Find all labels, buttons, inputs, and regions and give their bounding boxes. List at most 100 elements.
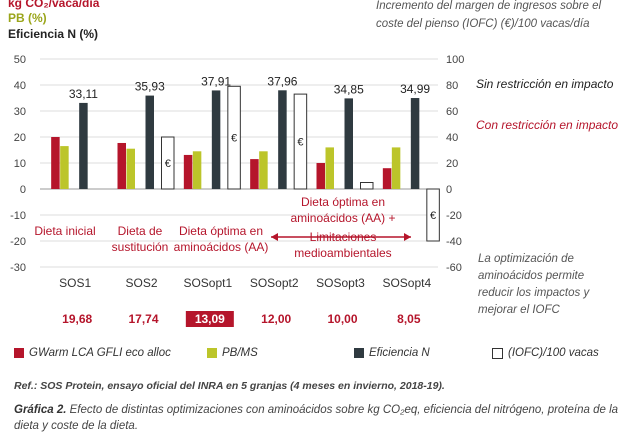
y-left-tick-label: 40: [14, 80, 26, 92]
y-right-tick-label: 20: [446, 158, 458, 170]
y-left-tick-label: -30: [10, 262, 26, 274]
bar-eficiencia-n: [211, 90, 221, 189]
gwarm-value-highlight: [185, 311, 234, 327]
eficiencia-data-label: 34,85: [334, 82, 364, 96]
annotation-arrow-head-left: [271, 233, 278, 241]
y-left-tick-label: 10: [14, 158, 26, 170]
bar-iofc: [293, 93, 308, 190]
y-right-tick-label: 100: [446, 54, 464, 66]
bar-pb-ms: [192, 151, 202, 189]
annotation-dieta-optima: aminoácidos (AA): [174, 240, 269, 254]
legend-pb-label: PB/MS: [222, 347, 258, 359]
gwarm-value-label: 12,00: [261, 312, 291, 326]
bar-pb-ms: [325, 147, 334, 189]
figure-caption: Gráfica 2. Efecto de distintas optimizac…: [14, 402, 629, 434]
eficiencia-data-label: 35,93: [135, 80, 165, 94]
iofc-euro-symbol: €: [231, 133, 237, 145]
iofc-euro-symbol: €: [430, 210, 436, 222]
legend-swatch-outline: [492, 347, 503, 359]
legend-swatch-dark: [354, 348, 364, 358]
bar-pb-ms: [60, 146, 69, 189]
bar-eficiencia-n: [344, 98, 353, 189]
y-left-tick-label: 20: [14, 132, 26, 144]
annotation-dieta-sustitucion: sustitución: [112, 240, 169, 254]
eficiencia-data-label: 33,11: [69, 87, 98, 101]
bar-iofc: [161, 136, 175, 190]
y-right-tick-label: 40: [446, 132, 458, 144]
gwarm-value-label: 10,00: [327, 312, 357, 326]
x-category-label: SOSopt3: [316, 276, 365, 290]
bar-iofc: [227, 85, 241, 190]
bar-gwarm-lca-gfli-eco-alloc: [51, 137, 60, 189]
legend-efic: Eficiencia N: [354, 347, 430, 359]
annotation-dieta-aa-limitaciones: Dieta óptima en: [301, 195, 385, 209]
legend-pb: PB/MS: [207, 347, 258, 359]
gwarm-value-label: 8,05: [397, 312, 421, 326]
bar-gwarm-lca-gfli-eco-alloc: [183, 154, 193, 189]
bar-gwarm-lca-gfli-eco-alloc: [382, 168, 392, 189]
bar-pb-ms: [391, 147, 401, 189]
bar-eficiencia-n: [145, 95, 154, 189]
x-category-label: SOS2: [125, 276, 157, 290]
bar-gwarm-lca-gfli-eco-alloc: [117, 142, 126, 189]
x-category-label: SOSopt2: [250, 276, 299, 290]
header-pb: PB (%): [8, 11, 47, 25]
y-right-tick-label: 60: [446, 106, 458, 118]
header-iofc-line1: Incremento del margen de ingresos sobre …: [376, 0, 602, 12]
y-left-tick-label: 0: [20, 184, 26, 196]
iofc-euro-symbol: €: [165, 158, 171, 170]
gwarm-value-label: 19,68: [62, 312, 92, 326]
bar-iofc: [360, 182, 374, 190]
eficiencia-data-label: 37,96: [267, 74, 297, 88]
legend-gwarm: GWarm LCA GFLI eco alloc: [14, 347, 171, 359]
legend-iofc: (IOFC)/100 vacas: [492, 347, 599, 359]
note-optimizacion: La optimización de aminoácidos permite r…: [478, 253, 590, 316]
gwarm-value-label: 13,09: [195, 312, 225, 326]
y-left-tick-label: -10: [10, 210, 26, 222]
header-eficiencia: Eficiencia N (%): [8, 27, 99, 41]
eficiencia-data-label: 37,91: [201, 74, 231, 88]
caption-text: Efecto de distintas optimizaciones con a…: [14, 404, 619, 432]
x-category-label: SOSopt1: [183, 276, 232, 290]
annotation-dieta-aa-limitaciones: medioambientales: [294, 246, 391, 260]
y-right-tick-label: 80: [446, 80, 458, 92]
bar-eficiencia-n: [410, 98, 420, 189]
y-left-tick-label: 50: [14, 54, 26, 66]
gwarm-value-label: 17,74: [128, 312, 158, 326]
y-right-tick-label: 0: [446, 184, 452, 196]
bar-gwarm-lca-gfli-eco-alloc: [316, 163, 325, 189]
legend-iofc-label: (IOFC)/100 vacas: [508, 347, 599, 359]
y-right-tick-label: -60: [446, 262, 462, 274]
legend-efic-label: Eficiencia N: [369, 347, 430, 359]
x-category-label: SOS1: [59, 276, 91, 290]
y-left-tick-label: -20: [10, 236, 26, 248]
bar-eficiencia-n: [79, 102, 88, 189]
note-con-restriccion: Con restricción en impacto: [476, 118, 619, 132]
y-left-tick-label: 30: [14, 106, 26, 118]
y-right-tick-label: -40: [446, 236, 462, 248]
bar-iofc: [426, 188, 440, 242]
iofc-euro-symbol: €: [297, 137, 303, 149]
reference-text: Ref.: SOS Protein, ensayo oficial del IN…: [14, 380, 445, 392]
header-kgco2: kg CO₂/vaca/día: [8, 0, 100, 10]
bar-eficiencia-n: [278, 90, 287, 189]
bar-chart: 50 100 40 80 30 60 20 40 10 20 0 0 -10 -20 -20 -40 -30 -6…: [10, 54, 464, 327]
caption-label: Gráfica 2.: [14, 404, 67, 416]
bar-pb-ms: [259, 151, 268, 189]
annotation-dieta-sustitucion: Dieta de: [118, 224, 163, 238]
legend-swatch-olive: [207, 348, 217, 358]
note-sin-restriccion: Sin restricción en impacto: [476, 77, 614, 91]
legend-gwarm-label: GWarm LCA GFLI eco alloc: [29, 347, 171, 359]
header-iofc-line2: coste del pienso (IOFC) (€)/100 vacas/dí…: [376, 18, 590, 30]
bar-gwarm-lca-gfli-eco-alloc: [250, 159, 259, 189]
eficiencia-data-label: 34,99: [400, 82, 430, 96]
annotation-dieta-optima: Dieta óptima en: [179, 224, 263, 238]
annotation-dieta-aa-limitaciones: aminoácidos (AA) +: [290, 211, 395, 225]
annotation-dieta-inicial: Dieta inicial: [34, 224, 95, 238]
y-right-tick-label: -20: [446, 210, 462, 222]
legend-swatch-red: [14, 348, 24, 358]
bar-pb-ms: [126, 148, 135, 189]
x-category-label: SOSopt4: [382, 276, 431, 290]
annotation-arrow-head-right: [404, 233, 411, 241]
